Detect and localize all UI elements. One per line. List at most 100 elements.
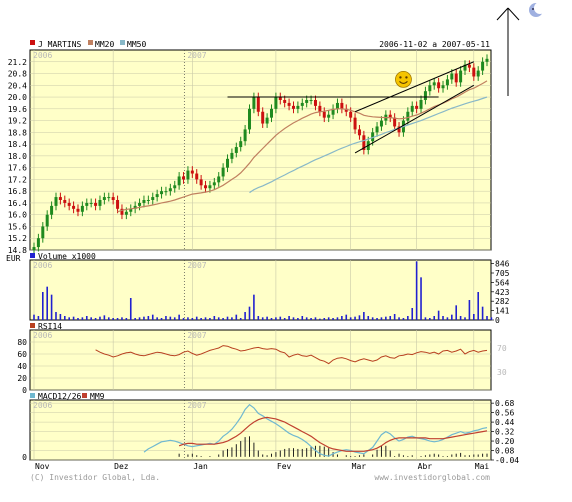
mm20-line — [117, 80, 488, 213]
volume-tick-label: 282 — [495, 297, 510, 306]
price-candle-body — [146, 200, 150, 201]
price-candle-body — [226, 158, 230, 168]
price-candle-body — [133, 205, 137, 209]
month-label-jan: Jan — [193, 462, 208, 471]
price-candle-body — [397, 126, 401, 133]
price-candle-body — [204, 185, 208, 189]
price-candle-body — [481, 61, 485, 71]
price-candle-body — [419, 100, 423, 109]
year-watermark-2006: 2006 — [33, 51, 52, 60]
volume-tick-label: 0 — [495, 316, 500, 325]
price-candle-body — [45, 214, 49, 227]
macd-label: MACD12/26 — [38, 392, 82, 401]
price-candle-body — [63, 200, 67, 203]
price-tick-label: 15.6 — [8, 222, 27, 231]
price-candle-body — [450, 73, 454, 80]
legend-swatch-macd — [30, 393, 35, 398]
price-candle-body — [445, 79, 449, 86]
year-watermark-2006: 2006 — [33, 331, 52, 340]
price-candle-body — [239, 141, 243, 148]
price-candle-body — [208, 185, 212, 189]
price-candle-body — [309, 100, 313, 101]
price-candle-body — [173, 185, 177, 189]
price-candle-body — [221, 167, 225, 177]
volume-tick-label: 846 — [495, 260, 510, 269]
price-tick-label: 16.0 — [8, 211, 27, 220]
month-label-mar: Mar — [352, 462, 367, 471]
macd-line — [143, 403, 488, 457]
price-candle-body — [331, 108, 335, 115]
price-candle-body — [164, 191, 168, 193]
price-candle-body — [217, 176, 221, 183]
month-label-dez: Dez — [114, 462, 129, 471]
macd-zero-label: 0 — [22, 453, 27, 462]
macd-tick-label: 0.68 — [495, 399, 514, 408]
price-candle-body — [195, 173, 199, 180]
price-candle-body — [230, 152, 234, 159]
price-candle-body — [349, 111, 353, 118]
volume-label: Volume x1000 — [38, 252, 96, 261]
copyright-footer: (C) Investidor Global, Lda. — [30, 473, 160, 482]
smiley-mouth — [399, 81, 408, 84]
rsi-tick-label: 40 — [17, 362, 27, 371]
price-candle-body — [265, 117, 269, 124]
price-candle-body — [212, 182, 216, 186]
price-candle-body — [393, 117, 397, 127]
price-candle-body — [107, 197, 111, 199]
price-candle-body — [76, 208, 80, 212]
price-tick-label: 19.6 — [8, 105, 27, 114]
legend-swatch-mm9 — [82, 393, 87, 398]
month-label-abr: Abr — [418, 462, 433, 471]
price-candle-body — [50, 205, 54, 215]
legend-swatch-rsi — [30, 323, 35, 328]
price-candle-body — [278, 97, 282, 100]
currency-label: EUR — [6, 254, 21, 263]
price-candle-body — [379, 120, 383, 127]
price-candle-body — [67, 202, 71, 206]
mm9-label: MM9 — [90, 392, 105, 401]
price-candle-body — [182, 176, 186, 180]
legend-swatch-mm50 — [120, 40, 125, 45]
vol-panel — [29, 259, 492, 321]
price-candle-body — [186, 170, 190, 180]
price-candle-body — [120, 208, 124, 215]
price-candle-body — [234, 147, 238, 153]
price-candle-body — [459, 70, 463, 83]
price-candle-body — [151, 197, 155, 200]
price-candle-body — [160, 191, 164, 195]
date-range: 2006-11-02 a 2007-05-11 — [379, 40, 490, 49]
price-candle-body — [441, 85, 445, 89]
smiley-icon — [395, 71, 412, 88]
price-candle-body — [248, 108, 252, 130]
rsi-panel — [29, 329, 492, 391]
price-candle-body — [32, 247, 36, 250]
website-footer: www.investidorglobal.com — [374, 473, 490, 482]
legend-swatch-mm20 — [88, 40, 93, 45]
year-watermark-2006: 2006 — [33, 261, 52, 270]
price-candle-body — [283, 100, 287, 103]
price-candle-body — [472, 67, 476, 77]
macd-tick-label: 0.56 — [495, 409, 514, 418]
legend-price: J MARTINS — [38, 40, 82, 49]
price-candle-body — [322, 111, 326, 118]
price-candle-body — [287, 102, 291, 106]
legend-mm50: MM50 — [127, 40, 146, 49]
price-candle-body — [142, 200, 146, 203]
price-candle-body — [54, 197, 58, 206]
volume-tick-label: 564 — [495, 278, 510, 287]
rsi-line — [95, 345, 488, 365]
price-tick-label: 16.4 — [8, 199, 27, 208]
month-label-mai: Mai — [475, 462, 490, 471]
price-candle-body — [111, 197, 115, 200]
price-candle-body — [410, 105, 414, 112]
up-arrow-icon — [496, 7, 520, 96]
moon-icon — [529, 2, 546, 17]
price-candle-body — [291, 105, 295, 109]
price-candle-body — [72, 205, 76, 209]
price-candle-body — [89, 202, 93, 204]
price-candle-body — [138, 202, 142, 206]
price-candle-body — [243, 129, 247, 142]
price-candle-body — [80, 205, 84, 212]
price-candle-body — [467, 64, 471, 68]
